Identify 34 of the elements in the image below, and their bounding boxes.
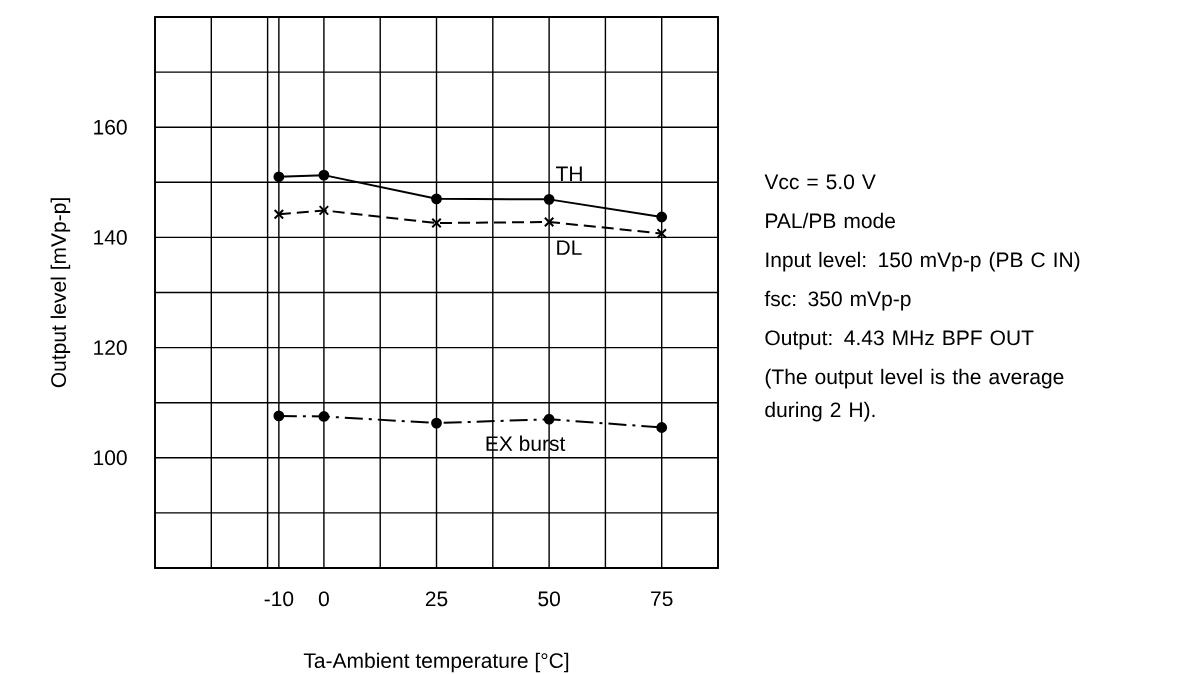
- point: [318, 205, 330, 216]
- y-tick-label: 140: [94, 229, 127, 245]
- point: [656, 228, 667, 239]
- point: [273, 171, 285, 183]
- point: [656, 422, 668, 433]
- text: fsc: 350 mVp-p: [764, 290, 911, 311]
- x-tick-label: 50: [538, 591, 560, 607]
- point: [543, 193, 555, 205]
- text: Vcc = 5.0 V: [764, 174, 876, 190]
- point: [431, 193, 442, 205]
- x-tick-label: 25: [425, 591, 448, 607]
- y-tick-label: 120: [94, 340, 127, 356]
- y-tick-label: 100: [94, 450, 127, 466]
- series-label: DL: [557, 240, 582, 255]
- text: (The output level is the average during 2 H).: [765, 368, 1064, 422]
- text: PAL/PB mode: [766, 212, 895, 229]
- point: [656, 211, 668, 223]
- y-tick-label: 160: [94, 119, 127, 135]
- text: Input level: 150 mVp-p (PB C IN): [766, 251, 1080, 272]
- point: [318, 411, 330, 422]
- point: [431, 217, 442, 229]
- point: [318, 169, 330, 181]
- x-tick-label: -10: [264, 591, 294, 607]
- point: [543, 216, 555, 228]
- point: [273, 410, 285, 422]
- point: [273, 209, 285, 220]
- x-tick-label: 75: [651, 591, 673, 607]
- x-tick-label: 0: [318, 591, 329, 607]
- text: Output: 4.43 MHz BPF OUT: [765, 330, 1034, 350]
- point: [543, 413, 555, 425]
- y-axis-title: Output level [mVp-p]: [50, 198, 71, 388]
- x-axis-title: Ta-Ambient temperature [°C]: [303, 652, 569, 673]
- series-label: TH: [555, 166, 582, 181]
- point: [431, 417, 442, 429]
